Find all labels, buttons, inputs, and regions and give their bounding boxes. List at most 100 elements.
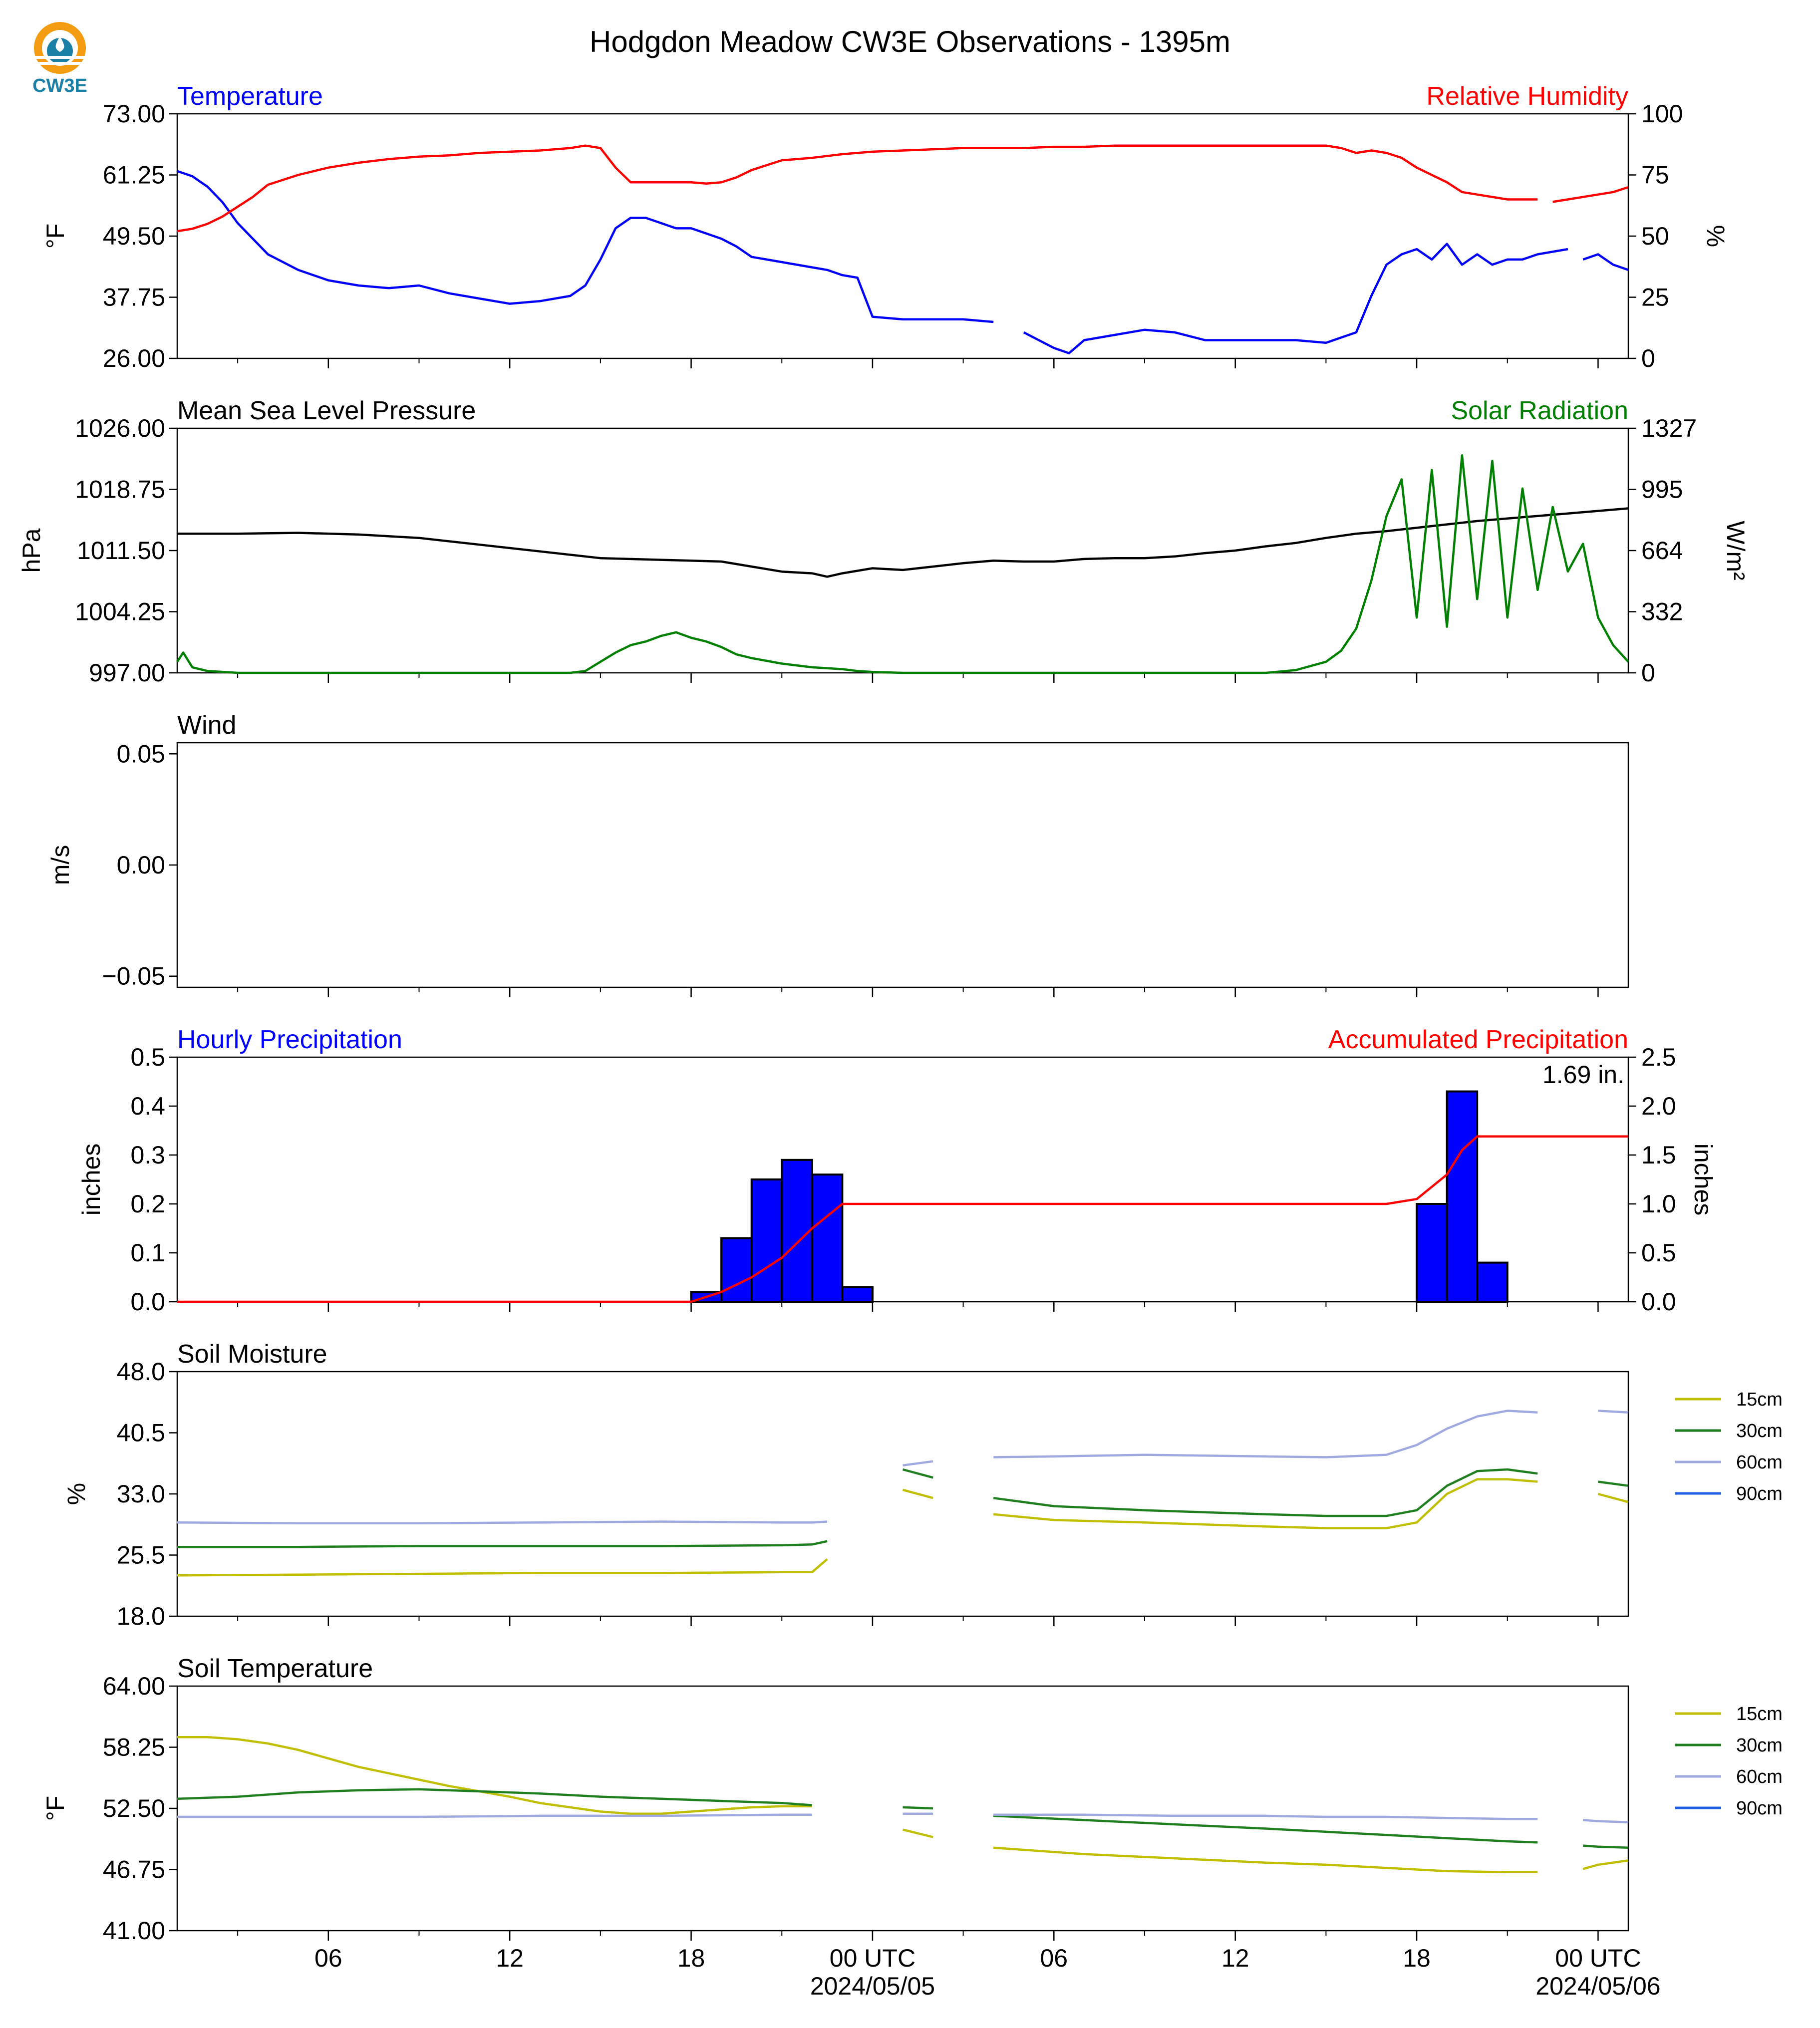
figure-title: Hodgdon Meadow CW3E Observations - 1395m [590, 25, 1230, 58]
y-axis-label-right: W/m² [1722, 521, 1750, 580]
y-tick-label-left: 0.00 [117, 851, 165, 879]
y-axis-label-right: % [1702, 225, 1730, 247]
y-axis-label-left: % [62, 1483, 90, 1505]
y-axis-label-left: m/s [46, 845, 74, 885]
precip-bar [750, 1178, 783, 1303]
y-tick-label-right: 1.0 [1641, 1190, 1676, 1218]
panel-soil_moisture: Soil Moisture 18.0 25.5 33.0 40.5 48.0% 15cm 30… [62, 1340, 1783, 1630]
plot-frame [176, 1371, 1629, 1617]
y-tick-label-left: 73.00 [103, 100, 165, 128]
y-tick-label-left: 26.00 [103, 344, 165, 372]
y-tick-label-left: 37.75 [103, 284, 165, 311]
legend-label: 15cm [1736, 1389, 1783, 1410]
y-tick-label-right: 2.0 [1641, 1092, 1676, 1120]
legend-label: 90cm [1736, 1798, 1783, 1819]
y-tick-label-left: 1011.50 [77, 537, 165, 565]
y-tick-label-left: 25.5 [117, 1541, 165, 1569]
y-axis-label-left: inches [77, 1144, 105, 1216]
series-line-15cm [177, 1478, 1629, 1577]
x-tick-date: 2024/05/06 [1535, 1972, 1660, 2000]
y-tick-label-left: 0.05 [117, 740, 165, 768]
series-line-30cm [177, 1788, 1629, 1849]
x-tick-label: 00 UTC [1555, 1944, 1641, 1972]
y-tick-label-right: 2.5 [1641, 1043, 1676, 1071]
y-tick-label-left: 49.50 [103, 222, 165, 250]
series-line-15cm [177, 1736, 1629, 1874]
y-tick-label-left: 52.50 [103, 1794, 165, 1822]
cw3e-logo: CW3E [31, 19, 101, 104]
y-tick-label-left: 40.5 [117, 1419, 165, 1447]
y-tick-label-left: 33.0 [117, 1480, 165, 1508]
plot-frame [176, 742, 1629, 988]
y-tick-label-left: 48.0 [117, 1358, 165, 1386]
legend-label: 30cm [1736, 1421, 1783, 1442]
y-tick-label-left: 0.4 [130, 1092, 165, 1120]
y-tick-label-right: 0.5 [1641, 1239, 1676, 1267]
y-tick-label-right: 1.5 [1641, 1141, 1676, 1169]
series-line-relative-humidity [177, 144, 1629, 233]
y-tick-label-left: 0.1 [130, 1239, 165, 1267]
panel-pressure_solar: Mean Sea Level Pressure Solar Radiation 99… [17, 396, 1750, 687]
series-line-temperature [177, 170, 1629, 354]
precip-bar [1476, 1261, 1509, 1303]
precip-bar [841, 1286, 874, 1303]
legend-label: 15cm [1736, 1704, 1783, 1725]
panel-title-left: Wind [177, 711, 236, 740]
x-tick-date: 2024/05/05 [810, 1972, 935, 2000]
y-tick-label-left: 0.0 [130, 1288, 165, 1316]
x-tick-label: 00 UTC [830, 1944, 915, 1972]
legend: 15cm 30cm 60cm 90cm [1675, 1389, 1783, 1504]
logo-text: CW3E [32, 75, 87, 96]
panel-title-right: Relative Humidity [1426, 82, 1628, 111]
y-tick-label-right: 100 [1641, 100, 1683, 128]
panel-title-right: Solar Radiation [1451, 396, 1628, 425]
x-tick-label: 18 [677, 1944, 705, 1972]
legend-label: 90cm [1736, 1483, 1783, 1504]
y-tick-label-left: 1026.00 [75, 414, 165, 442]
legend-label: 60cm [1736, 1452, 1783, 1473]
y-tick-label-right: 1327 [1641, 414, 1697, 442]
y-tick-label-left: 18.0 [117, 1602, 165, 1630]
y-tick-label-right: 0 [1641, 344, 1655, 372]
y-tick-label-left: 0.5 [130, 1043, 165, 1071]
plot-frame [176, 1056, 1629, 1303]
x-tick-label: 12 [496, 1944, 524, 1972]
y-tick-label-right: 75 [1641, 161, 1669, 189]
series-line-solar-radiation [176, 454, 1629, 674]
y-tick-label-left: 0.2 [130, 1190, 165, 1218]
panel-wind: Wind −0.05 0.00 0.05 m/s [46, 711, 1629, 997]
series-line-30cm [177, 1468, 1629, 1548]
legend-label: 30cm [1736, 1735, 1783, 1756]
y-tick-label-right: 0 [1641, 659, 1655, 687]
panel-precipitation: Hourly Precipitation Accumulated Precipit… [77, 1025, 1717, 1316]
panel-temperature_humidity: Temperature Relative Humidity 26.00 37.75 49… [41, 82, 1730, 372]
panel-title-left: Hourly Precipitation [177, 1025, 402, 1054]
panel-title-left: Soil Moisture [177, 1340, 327, 1369]
y-axis-label-left: °F [41, 224, 69, 249]
x-tick-label: 06 [314, 1944, 342, 1972]
accumulated-total-annotation: 1.69 in. [1542, 1061, 1624, 1089]
y-tick-label-left: −0.05 [102, 962, 165, 990]
y-tick-label-left: 997.00 [89, 659, 165, 687]
y-tick-label-left: 1018.75 [75, 476, 165, 504]
precip-bar [1446, 1090, 1479, 1303]
y-tick-label-right: 0.0 [1641, 1288, 1676, 1316]
y-tick-label-right: 664 [1641, 537, 1683, 565]
y-tick-label-left: 0.3 [130, 1141, 165, 1169]
y-axis-label-right: inches [1689, 1144, 1717, 1216]
y-tick-label-left: 61.25 [103, 161, 165, 189]
precip-bar [1416, 1203, 1448, 1303]
series-line-60cm [177, 1812, 1629, 1823]
y-tick-label-left: 46.75 [103, 1856, 165, 1884]
panel-title-left: Soil Temperature [177, 1654, 373, 1683]
y-axis-label-left: hPa [17, 528, 45, 573]
y-tick-label-left: 41.00 [103, 1917, 165, 1945]
y-tick-label-right: 995 [1641, 476, 1683, 504]
series-line-60cm [177, 1410, 1629, 1525]
precip-bar [781, 1159, 813, 1303]
panel-title-left: Mean Sea Level Pressure [177, 396, 476, 425]
y-tick-label-left: 58.25 [103, 1734, 165, 1761]
y-axis-label-left: °F [41, 1796, 69, 1821]
series-line-accumulated-precipitation [177, 1135, 1628, 1303]
